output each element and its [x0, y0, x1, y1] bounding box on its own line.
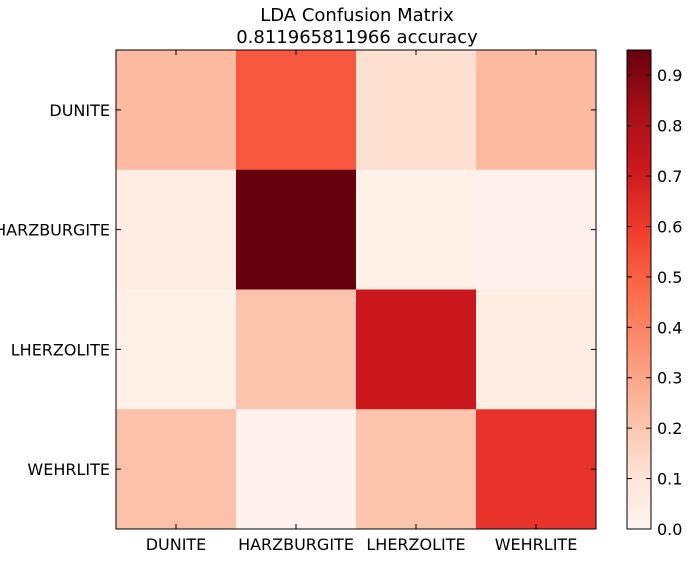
colorbar-ticks: 0.0 0.1 0.2 0.3 0.4 0.5 0.6 0.7 0.8 0.9: [627, 66, 682, 539]
x-tick-label: WEHRLITE: [495, 535, 578, 554]
colorbar-tick-label: 0.5: [657, 268, 682, 287]
heatmap-cell: [116, 50, 237, 171]
heatmap-cell: [356, 50, 477, 171]
y-tick-label: WEHRLITE: [27, 460, 110, 479]
heatmap-cell: [476, 409, 597, 530]
x-tick-label: HARZBURGITE: [238, 535, 354, 554]
colorbar-tick-label: 0.0: [657, 520, 682, 539]
colorbar-gradient: [626, 49, 652, 530]
y-tick-labels: DUNITE HARZBURGITE LHERZOLITE WEHRLITE: [0, 101, 110, 479]
heatmap-cell: [236, 50, 357, 171]
heatmap-cells: [116, 50, 597, 530]
heatmap-cell: [116, 289, 237, 410]
heatmap-cell: [476, 50, 597, 171]
colorbar-tick-label: 0.2: [657, 419, 682, 438]
colorbar-tick-label: 0.8: [657, 117, 682, 136]
heatmap-cell: [356, 289, 477, 410]
heatmap-cell: [356, 409, 477, 530]
x-tick-label: DUNITE: [146, 535, 207, 554]
colorbar-tick-label: 0.4: [657, 318, 682, 337]
colorbar-tick-label: 0.3: [657, 369, 682, 388]
chart-title: LDA Confusion Matrix: [260, 5, 454, 26]
plot-frame: [115, 49, 597, 530]
heatmap-cell: [236, 409, 357, 530]
y-tick-label: LHERZOLITE: [11, 340, 110, 359]
x-tick-label: LHERZOLITE: [366, 535, 465, 554]
x-tick-labels: DUNITE HARZBURGITE LHERZOLITE WEHRLITE: [146, 535, 578, 554]
y-tick-label: DUNITE: [49, 101, 110, 120]
heatmap-cell: [116, 409, 237, 530]
axis-ticks: [116, 50, 596, 529]
colorbar: 0.0 0.1 0.2 0.3 0.4 0.5 0.6 0.7 0.8 0.9: [626, 49, 682, 539]
colorbar-tick-label: 0.1: [657, 470, 682, 489]
heatmap-cell: [236, 289, 357, 410]
y-tick-label: HARZBURGITE: [0, 221, 110, 240]
colorbar-tick-label: 0.9: [657, 66, 682, 85]
heatmap-cell: [476, 169, 597, 290]
colorbar-tick-label: 0.7: [657, 167, 682, 186]
heatmap-cell: [476, 289, 597, 410]
heatmap-cell: [236, 169, 357, 290]
heatmap-cell: [116, 169, 237, 290]
chart-subtitle: 0.811965811966 accuracy: [236, 27, 478, 48]
colorbar-tick-label: 0.6: [657, 217, 682, 236]
heatmap-cell: [356, 169, 477, 290]
